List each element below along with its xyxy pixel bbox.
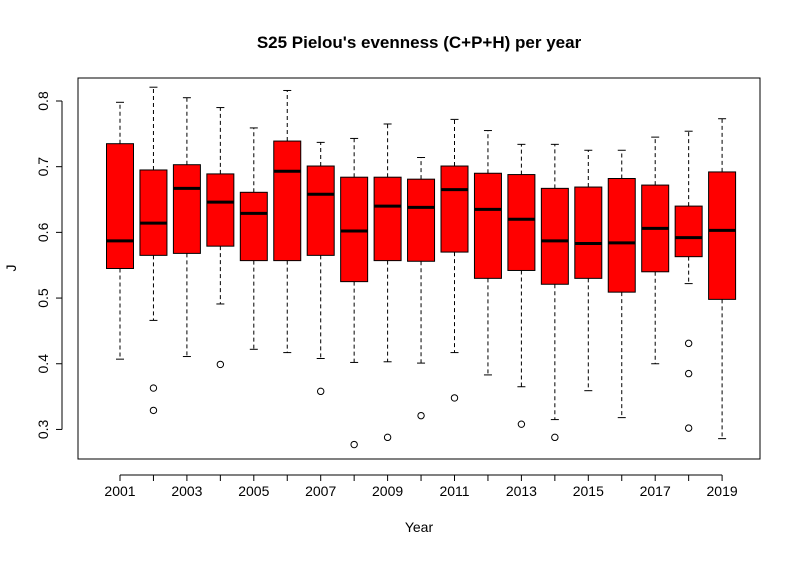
x-tick-label: 2015 — [573, 483, 604, 499]
plot-frame — [77, 77, 761, 460]
box-2010 — [407, 178, 436, 262]
box-2019 — [708, 171, 737, 300]
outlier-point — [517, 420, 526, 428]
x-tick-label: 2017 — [640, 483, 671, 499]
x-tick-label: 2019 — [707, 483, 738, 499]
box-2014 — [540, 187, 569, 285]
x-tick-label: 2011 — [439, 483, 469, 499]
x-tick-label: 2009 — [372, 483, 403, 499]
x-tick-label: 2003 — [171, 483, 202, 499]
outlier-point — [684, 339, 693, 348]
outlier-point — [684, 369, 693, 378]
outlier-point — [317, 387, 325, 396]
box-2018 — [674, 205, 703, 258]
y-axis-label: J — [3, 265, 19, 272]
outlier-point — [450, 394, 459, 402]
box-2009 — [373, 176, 402, 262]
box-2001 — [106, 143, 134, 269]
outlier-point — [216, 360, 225, 369]
y-tick-label: 0.3 — [35, 419, 51, 439]
y-tick-label: 0.8 — [35, 91, 51, 111]
box-2003 — [172, 164, 201, 254]
y-tick-label: 0.5 — [35, 288, 51, 308]
outlier-point — [551, 433, 559, 442]
x-tick-label: 2013 — [506, 483, 537, 499]
chart-title: S25 Pielou's evenness (C+P+H) per year — [257, 33, 582, 52]
outlier-point — [417, 411, 425, 420]
box-2012 — [473, 172, 502, 279]
outlier-point — [149, 384, 158, 392]
box-2007 — [306, 165, 335, 256]
outlier-point — [383, 433, 392, 442]
outlier-point — [149, 406, 158, 415]
y-tick-label: 0.7 — [35, 157, 51, 177]
box-2015 — [574, 186, 603, 279]
box-2002 — [139, 169, 168, 256]
box-2004 — [206, 173, 235, 247]
y-tick-label: 0.6 — [35, 222, 51, 242]
outlier-point — [350, 440, 358, 449]
box-2011 — [440, 165, 469, 253]
x-tick-label: 2001 — [104, 483, 135, 499]
outlier-point — [684, 424, 693, 432]
y-tick-label: 0.4 — [35, 354, 51, 374]
x-tick-label: 2007 — [305, 483, 336, 499]
x-axis-label: Year — [405, 519, 434, 535]
box-2016 — [607, 178, 636, 293]
box-2006 — [273, 140, 302, 262]
box-2008 — [340, 176, 369, 283]
x-tick-label: 2005 — [238, 483, 269, 499]
chart-marks: 0.3 0.4 0.5 0.6 0.7 0.8 2001 2003 2005 2007 2009 20… — [35, 86, 738, 499]
box-2005 — [239, 191, 268, 262]
box-2013 — [507, 174, 536, 271]
